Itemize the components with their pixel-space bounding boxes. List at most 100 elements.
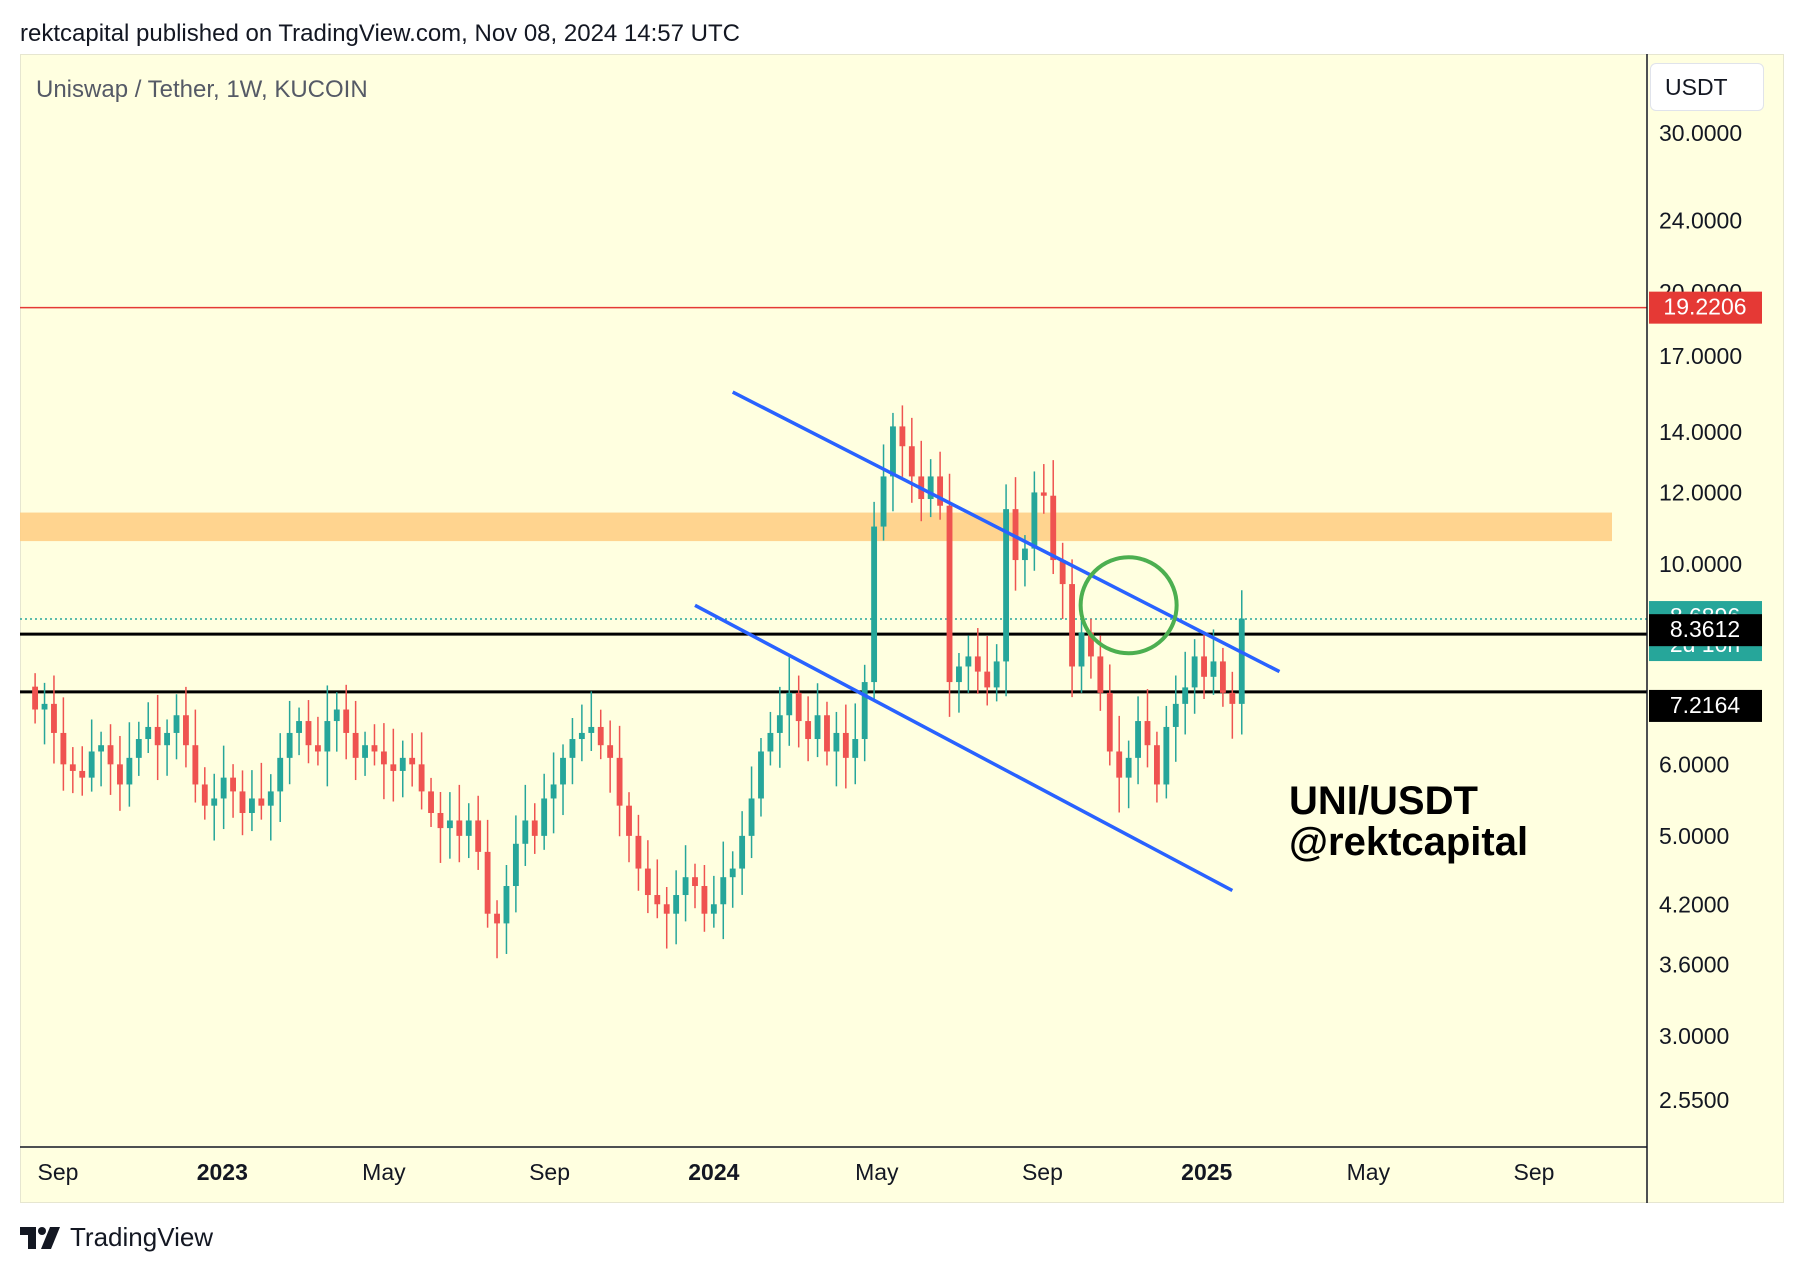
y-tick-label-5: 12.0000: [1659, 479, 1742, 505]
candle-body: [324, 721, 331, 752]
candle-body: [437, 813, 444, 829]
candle-70: [692, 863, 698, 909]
candle-body: [484, 851, 491, 914]
candle-body: [220, 777, 227, 799]
candle-52: [522, 784, 529, 866]
candle-18: [201, 767, 208, 820]
candle-24: [258, 762, 265, 820]
candle-59: [588, 691, 595, 752]
candle-body: [984, 671, 991, 688]
candle-85: [833, 711, 840, 787]
candle-body: [842, 732, 849, 758]
candle-body: [993, 661, 1000, 688]
candle-body: [371, 745, 378, 752]
candle-126: [1219, 647, 1226, 707]
y-tick-label-1: 24.0000: [1659, 208, 1742, 234]
candle-91: [890, 412, 896, 512]
y-tick-label-11: 3.0000: [1659, 1023, 1729, 1049]
candle-body: [663, 904, 670, 914]
candle-57: [569, 718, 576, 785]
candle-body: [720, 877, 727, 905]
support-price-label-lower-background: [1649, 689, 1762, 722]
candle-body: [88, 751, 95, 778]
candle-27: [286, 700, 293, 785]
candle-body: [456, 820, 463, 836]
candle-22: [239, 770, 246, 836]
candle-120: [1163, 705, 1170, 799]
candle-55: [550, 752, 557, 834]
candle-30: [314, 716, 321, 766]
candle-25: [267, 774, 274, 841]
candle-14: [164, 719, 171, 776]
candle-101: [984, 636, 991, 706]
candle-96: [937, 451, 944, 520]
candle-121: [1172, 675, 1179, 762]
chart-area[interactable]: [20, 54, 1784, 1203]
candle-body: [1201, 656, 1207, 677]
candle-19: [211, 773, 218, 841]
candle-body: [908, 446, 915, 477]
candle-body: [343, 709, 350, 733]
candle-8: [107, 724, 114, 795]
candle-body: [569, 739, 576, 758]
resistance-price-label: 19.2206: [1649, 291, 1762, 324]
x-tick-label-2: May: [362, 1159, 406, 1185]
candle-body: [107, 745, 114, 765]
candle-body: [805, 721, 812, 740]
candle-body: [409, 757, 416, 765]
candle-body: [880, 476, 887, 527]
candle-90: [880, 444, 887, 541]
y-tick-label-4: 14.0000: [1659, 419, 1742, 445]
footer-brand-label: TradingView: [70, 1222, 214, 1252]
candle-body: [701, 886, 708, 914]
candle-77: [758, 737, 764, 817]
candle-body: [1050, 495, 1057, 561]
candle-65: [644, 840, 651, 914]
candle-body: [786, 692, 793, 716]
candle-11: [135, 721, 142, 776]
candle-body: [550, 784, 557, 799]
candle-35: [362, 731, 368, 776]
candle-body: [428, 791, 434, 814]
candle-body: [512, 843, 519, 887]
candle-body: [1238, 618, 1245, 704]
candle-63: [626, 792, 632, 863]
candle-body: [249, 798, 255, 814]
candle-body: [965, 656, 972, 667]
footer-brand[interactable]: TradingView: [20, 1222, 213, 1253]
y-tick-label-9: 4.2000: [1659, 891, 1729, 917]
candle-97: [946, 473, 953, 717]
candle-105: [1022, 535, 1028, 587]
candle-16: [183, 686, 189, 768]
candle-body: [692, 877, 698, 887]
candle-73: [720, 841, 727, 940]
currency-selector[interactable]: USDT: [1650, 63, 1764, 111]
candle-1: [41, 682, 48, 745]
candle-body: [739, 835, 746, 869]
candle-109: [1059, 542, 1066, 619]
candle-122: [1182, 651, 1189, 735]
candle-body: [927, 476, 934, 500]
candle-body: [79, 770, 86, 778]
candle-body: [654, 895, 661, 905]
candle-body: [286, 732, 293, 758]
candle-82: [805, 696, 812, 762]
candle-75: [739, 811, 746, 895]
candle-body: [1022, 548, 1028, 561]
candle-body: [1163, 726, 1170, 785]
y-tick-label-10: 3.6000: [1659, 952, 1729, 978]
candle-body: [729, 868, 736, 878]
candle-79: [776, 686, 783, 768]
candle-body: [267, 791, 274, 806]
candle-33: [343, 684, 350, 760]
candle-body: [776, 715, 783, 733]
candle-body: [644, 868, 651, 896]
candle-body: [380, 751, 387, 765]
resistance-zone: [20, 512, 1612, 542]
candle-102: [993, 644, 1000, 702]
candle-40: [409, 733, 416, 787]
candle-body: [795, 692, 802, 722]
candle-74: [729, 851, 736, 908]
candle-body: [1069, 584, 1075, 667]
